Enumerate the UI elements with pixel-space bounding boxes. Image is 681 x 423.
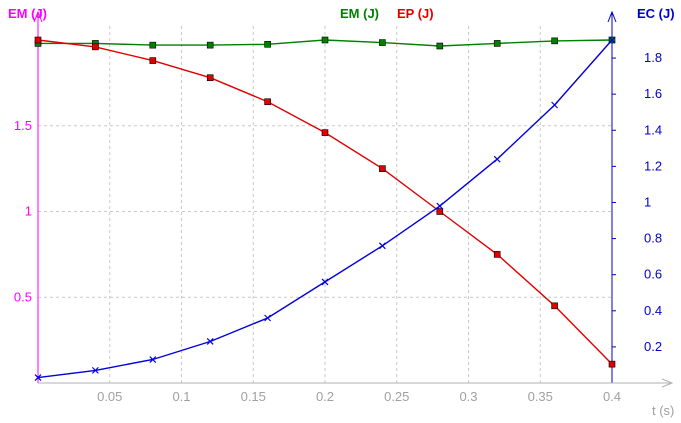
data-point-square-marker bbox=[264, 98, 271, 106]
y-right-tick-label: 1.6 bbox=[644, 86, 662, 101]
data-point-x-marker bbox=[378, 242, 386, 250]
grid bbox=[38, 26, 613, 383]
data-point-square-marker bbox=[379, 165, 386, 172]
data-point-x-marker bbox=[321, 278, 329, 286]
y-left-tick-label: 1.5 bbox=[14, 118, 32, 133]
y-right-tick-label: 0.6 bbox=[644, 267, 662, 282]
legend-entry-ep: EP (J) bbox=[397, 6, 434, 21]
axes bbox=[33, 10, 674, 388]
y-right-tick-label: 0.4 bbox=[644, 303, 662, 318]
x-tick-label: 0.2 bbox=[316, 389, 334, 404]
series-layer bbox=[34, 36, 616, 382]
x-tick-label: 0.05 bbox=[97, 389, 122, 404]
data-point-square-marker bbox=[321, 129, 329, 136]
data-point-square-marker bbox=[436, 42, 444, 50]
data-point-square-marker bbox=[321, 36, 329, 44]
data-point-square-marker bbox=[149, 57, 157, 64]
x-axis-label: t (s) bbox=[652, 403, 674, 418]
x-tick-label: 0.1 bbox=[172, 389, 190, 404]
y-left-axis-label: EM (J) bbox=[8, 6, 47, 21]
data-point-x-marker bbox=[493, 155, 501, 163]
y-right-tick-label: 1.4 bbox=[644, 122, 662, 137]
data-point-x-marker bbox=[91, 366, 99, 374]
x-tick-label: 0.4 bbox=[603, 389, 621, 404]
x-tick-label: 0.15 bbox=[241, 389, 266, 404]
legend-entry-em: EM (J) bbox=[340, 6, 379, 21]
data-point-x-marker bbox=[608, 36, 616, 44]
data-point-x-marker bbox=[436, 202, 444, 210]
data-point-x-marker bbox=[206, 338, 214, 345]
data-point-square-marker bbox=[493, 251, 501, 258]
data-point-square-marker bbox=[608, 360, 616, 368]
y-left-tick-label: 1 bbox=[25, 204, 32, 219]
y-left-axis-arrow bbox=[33, 10, 43, 23]
tick-labels: 0.05 0.1 0.15 0.2 0.25 0.3 0.35 0.4 0.5 1 1.5 0.2 0.… bbox=[14, 50, 662, 404]
x-tick-label: 0.3 bbox=[459, 389, 477, 404]
data-point-square-marker bbox=[206, 41, 214, 49]
y-left-tick-label: 0.5 bbox=[14, 289, 32, 304]
y-right-axis-label: EC (J) bbox=[637, 6, 675, 21]
data-point-square-marker bbox=[551, 37, 558, 45]
data-point-square-marker bbox=[551, 302, 558, 310]
axis-labels: EM (J) EC (J) t (s) EM (J) EP (J) bbox=[8, 6, 675, 418]
y-right-axis-arrow bbox=[607, 10, 617, 23]
y-right-tick-label: 0.8 bbox=[644, 231, 662, 246]
data-point-x-marker bbox=[551, 101, 559, 109]
y-right-tick-label: 1.8 bbox=[644, 50, 662, 65]
data-point-x-marker bbox=[34, 374, 42, 382]
data-point-x-marker bbox=[264, 314, 272, 322]
data-point-square-marker bbox=[206, 74, 214, 82]
data-point-square-marker bbox=[34, 36, 42, 44]
data-point-square-marker bbox=[264, 40, 271, 48]
data-point-square-marker bbox=[379, 39, 386, 46]
y-right-tick-label: 1.2 bbox=[644, 158, 662, 173]
x-tick-label: 0.25 bbox=[384, 389, 409, 404]
x-axis-arrow bbox=[661, 378, 674, 388]
data-point-square-marker bbox=[92, 43, 99, 51]
data-point-square-marker bbox=[149, 41, 157, 49]
x-tick-label: 0.35 bbox=[528, 389, 553, 404]
data-point-x-marker bbox=[149, 356, 157, 363]
y-right-tick-label: 1 bbox=[644, 194, 651, 209]
y-right-tick-label: 0.2 bbox=[644, 339, 662, 354]
data-point-square-marker bbox=[493, 40, 501, 47]
data-point-square-marker bbox=[436, 208, 444, 215]
